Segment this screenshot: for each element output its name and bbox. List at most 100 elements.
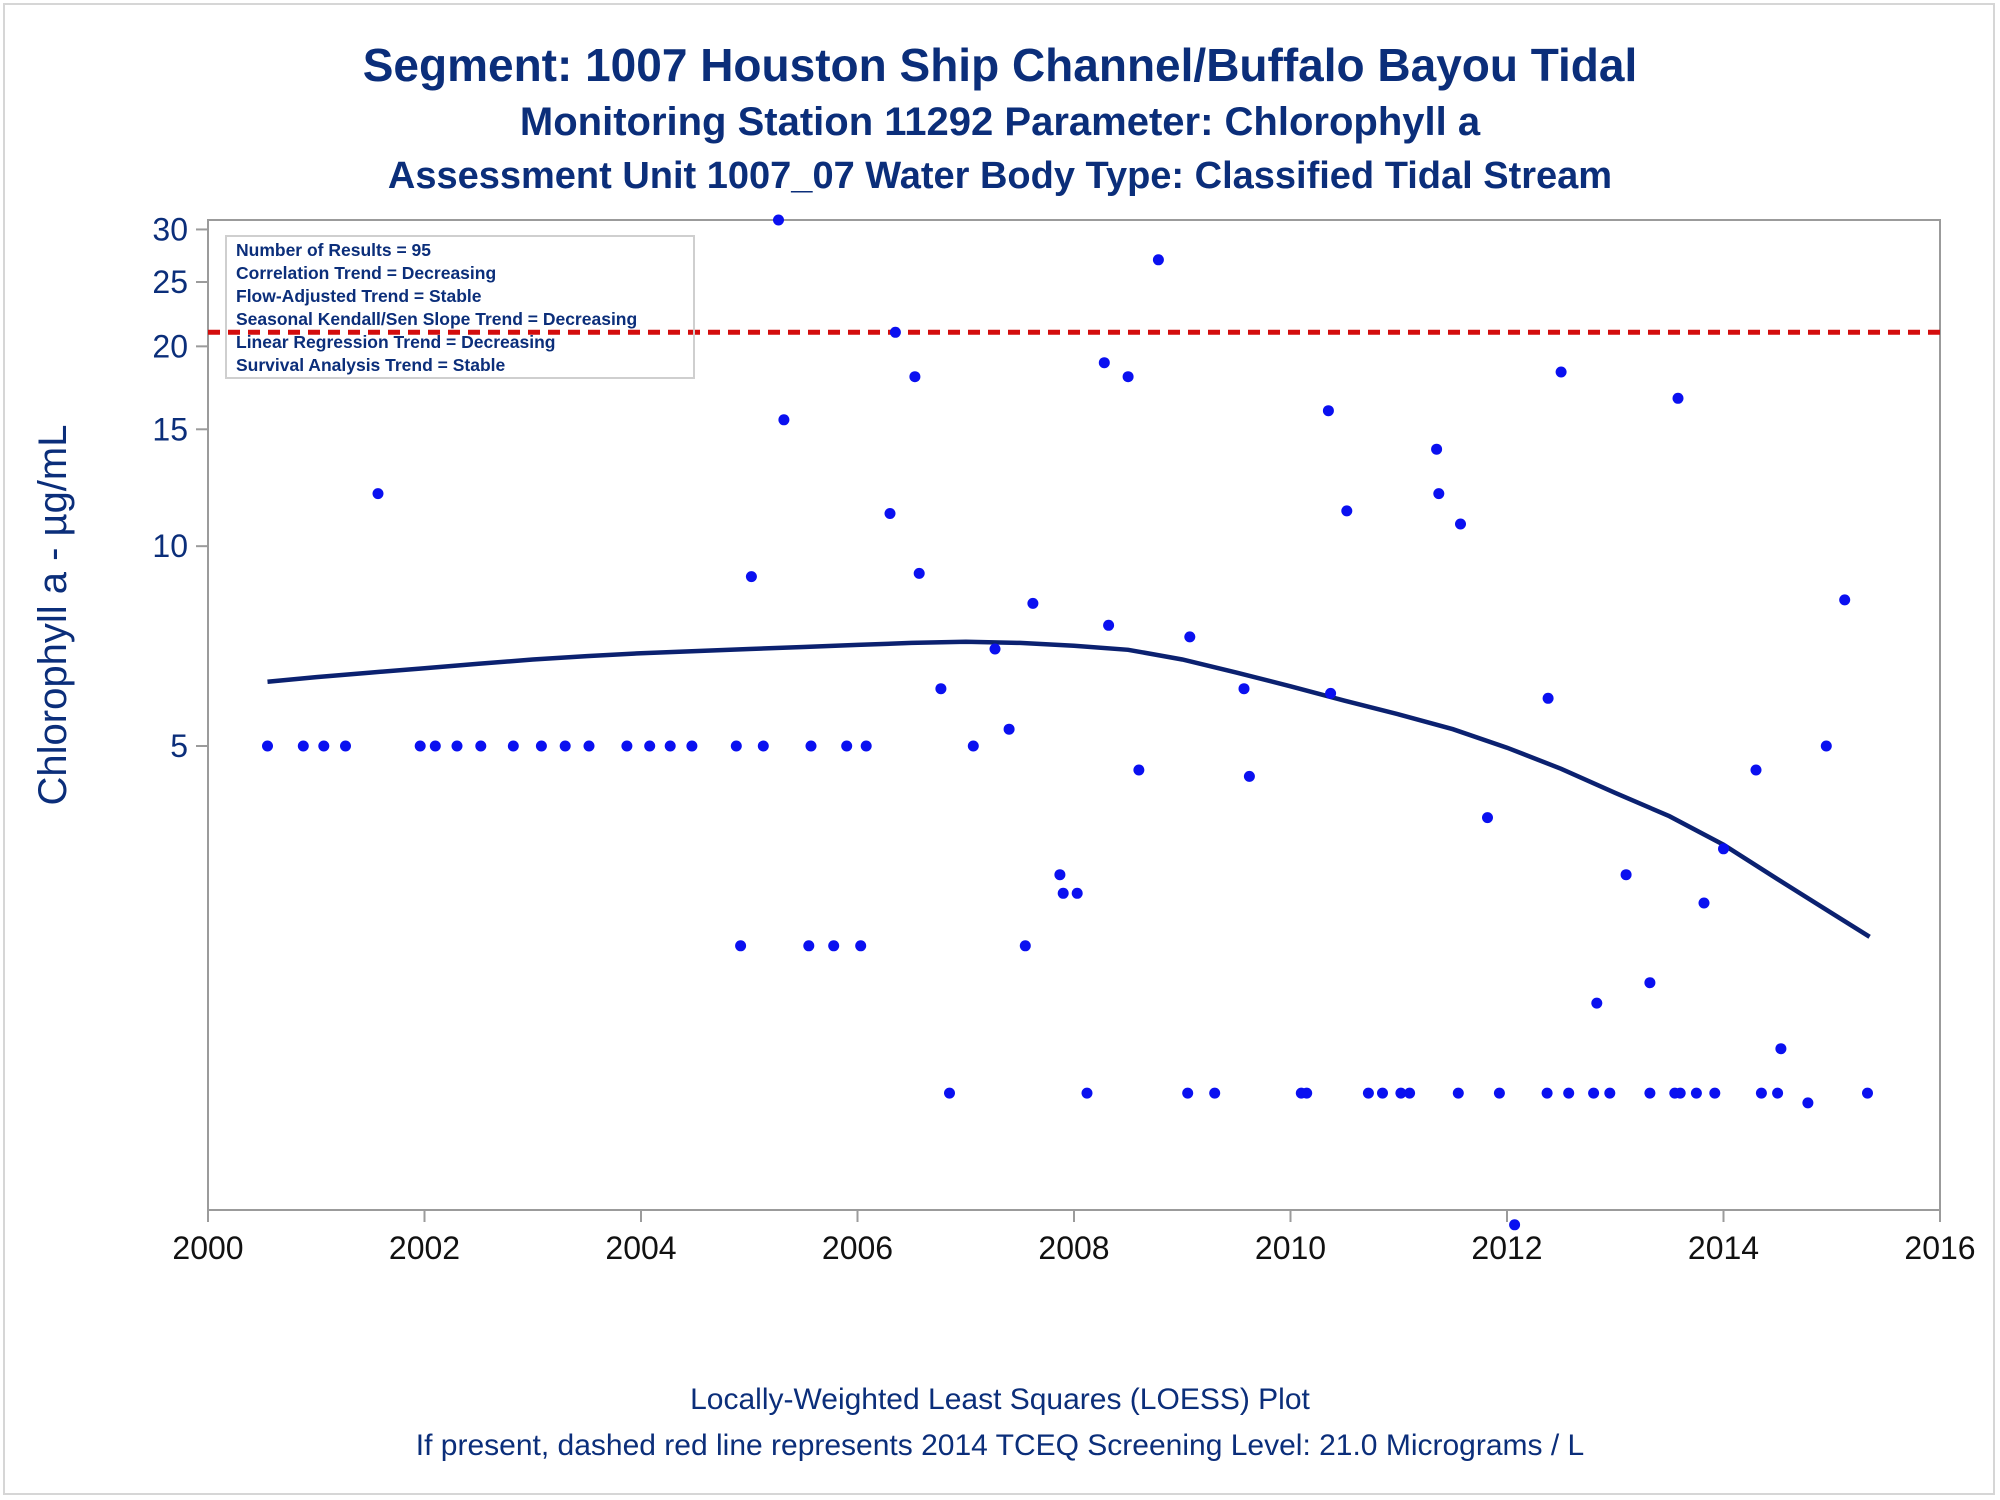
data-point <box>1644 1087 1656 1099</box>
data-point <box>745 571 757 583</box>
data-point <box>297 740 309 752</box>
data-point <box>429 740 441 752</box>
loess-curve <box>267 639 1871 939</box>
info-line: Linear Regression Trend = Decreasing <box>236 332 556 352</box>
data-point <box>935 683 947 695</box>
data-point <box>805 740 817 752</box>
data-point <box>803 940 815 952</box>
data-point <box>1054 869 1066 881</box>
data-point <box>372 488 384 500</box>
chart-subtitle-station: Monitoring Station 11292 Parameter: Chlo… <box>519 100 1481 144</box>
data-point <box>1604 1087 1616 1099</box>
data-point <box>621 740 633 752</box>
data-point <box>1341 505 1353 517</box>
data-point <box>1362 1087 1374 1099</box>
data-point <box>1133 764 1145 776</box>
x-tick-label: 2016 <box>1904 1230 1975 1266</box>
data-point <box>1103 619 1115 631</box>
data-point <box>1620 869 1632 881</box>
y-axis-label: Chlorophyll a - µg/mL <box>31 425 75 806</box>
data-point <box>1182 1087 1194 1099</box>
data-point <box>1122 371 1134 383</box>
figure-frame <box>3 3 1995 1495</box>
data-point <box>1588 1087 1600 1099</box>
y-tick-label: 15 <box>152 411 188 447</box>
data-point <box>735 940 747 952</box>
data-point <box>1674 1087 1686 1099</box>
data-point <box>664 740 676 752</box>
data-point <box>1071 887 1083 899</box>
y-tick-label: 30 <box>152 211 188 247</box>
data-point <box>1672 392 1684 404</box>
data-point <box>1482 812 1493 824</box>
data-point <box>1509 1219 1521 1231</box>
data-point <box>318 740 330 752</box>
data-point <box>1238 683 1250 695</box>
y-tick-label: 25 <box>152 264 188 300</box>
info-box-border <box>225 235 695 379</box>
data-point <box>1750 764 1762 776</box>
footer-plot-type: Locally-Weighted Least Squares (LOESS) P… <box>690 1383 1310 1416</box>
data-point <box>1820 740 1832 752</box>
data-point <box>1772 1087 1784 1099</box>
data-point <box>778 414 790 426</box>
data-point <box>944 1087 955 1099</box>
data-point <box>1003 723 1015 735</box>
data-point <box>1081 1087 1093 1099</box>
data-point <box>860 740 872 752</box>
data-point <box>1493 1087 1505 1099</box>
x-tick-label: 2002 <box>389 1230 460 1266</box>
data-point <box>1433 488 1445 500</box>
y-tick-label: 5 <box>170 728 188 764</box>
data-point <box>1019 940 1031 952</box>
x-tick-label: 2012 <box>1471 1230 1542 1266</box>
data-point <box>1591 997 1603 1009</box>
data-point <box>475 740 487 752</box>
x-tick-label: 2004 <box>605 1230 676 1266</box>
data-point <box>1404 1087 1416 1099</box>
y-tick-label: 10 <box>152 528 188 564</box>
data-point <box>1431 443 1443 455</box>
data-point <box>1395 1087 1407 1099</box>
data-point <box>1839 594 1851 606</box>
data-point <box>889 326 901 338</box>
data-point <box>1184 631 1196 643</box>
data-point <box>828 940 840 952</box>
x-tick-label: 2014 <box>1688 1230 1759 1266</box>
data-point <box>1709 1087 1721 1099</box>
x-tick-label: 2000 <box>172 1230 243 1266</box>
data-point <box>1775 1043 1787 1055</box>
data-point <box>1452 1087 1464 1099</box>
data-point <box>757 740 769 752</box>
trend-info-box: Number of Results = 95 Correlation Trend … <box>225 235 695 379</box>
data-point <box>583 740 595 752</box>
data-point <box>1541 1087 1553 1099</box>
x-tick-label: 2008 <box>1038 1230 1109 1266</box>
data-point <box>1322 405 1334 417</box>
data-point <box>686 740 698 752</box>
data-point <box>1542 692 1554 704</box>
data-point <box>1862 1087 1873 1099</box>
data-point <box>1098 357 1110 369</box>
data-point <box>1802 1097 1814 1109</box>
data-point <box>507 740 519 752</box>
info-line: Survival Analysis Trend = Stable <box>236 355 506 375</box>
data-point <box>1755 1087 1767 1099</box>
y-axis: 5 10 15 20 25 30 <box>152 211 208 764</box>
data-point <box>559 740 571 752</box>
info-line: Seasonal Kendall/Sen Slope Trend = Decre… <box>236 309 637 329</box>
footer-screening-note: If present, dashed red line represents 2… <box>415 1429 1585 1462</box>
data-point <box>773 214 784 226</box>
info-line: Correlation Trend = Decreasing <box>236 263 496 283</box>
data-point <box>1027 597 1039 609</box>
data-point <box>1690 1087 1702 1099</box>
data-point <box>1455 518 1466 530</box>
data-point <box>414 740 426 752</box>
data-point <box>1644 977 1656 989</box>
data-point <box>1698 897 1710 909</box>
data-point <box>855 940 867 952</box>
x-tick-label: 2010 <box>1255 1230 1326 1266</box>
data-point <box>913 567 925 579</box>
data-point <box>730 740 742 752</box>
